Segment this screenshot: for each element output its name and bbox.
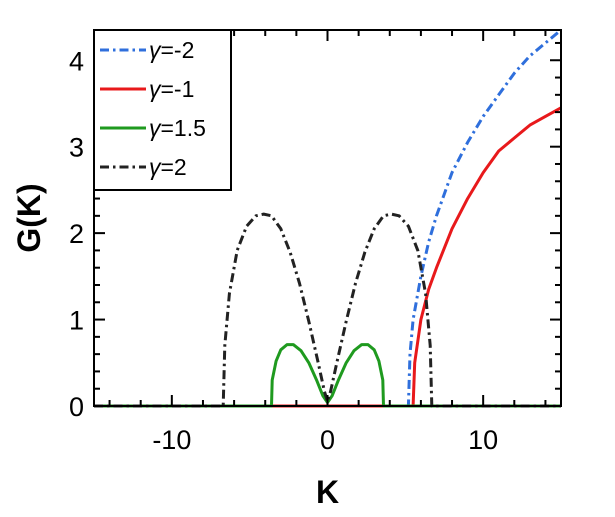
x-tick-label: 0: [320, 425, 335, 455]
series-line-1: [94, 106, 562, 408]
y-tick-label: 2: [69, 219, 84, 249]
legend-gamma-value: =1.5: [161, 115, 206, 141]
x-tick-label: 10: [468, 425, 498, 455]
legend-label-2: γ=1.5: [149, 115, 206, 141]
legend-label-0: γ=-2: [149, 37, 194, 63]
series-line-0: [94, 28, 562, 408]
y-tick-label: 0: [69, 392, 84, 422]
x-tick-label: -10: [152, 425, 191, 455]
y-axis-title: G(K): [11, 183, 47, 252]
legend-gamma-value: =2: [161, 154, 187, 180]
legend-gamma-symbol: γ: [149, 154, 162, 180]
legend-entries: γ=-2γ=-1γ=1.5γ=2: [100, 37, 206, 180]
x-axis-title: K: [316, 474, 339, 510]
legend-gamma-value: =-2: [161, 37, 195, 63]
legend-label-1: γ=-1: [149, 76, 194, 102]
legend-gamma-symbol: γ: [149, 76, 162, 102]
legend-gamma-symbol: γ: [149, 115, 162, 141]
series-line-3: [94, 212, 561, 408]
legend-gamma-value: =-1: [161, 76, 195, 102]
y-tick-label: 4: [69, 46, 84, 76]
legend-box: [93, 29, 232, 191]
legend-label-3: γ=2: [149, 154, 187, 180]
y-tick-label: 3: [69, 133, 84, 163]
y-tick-label: 1: [69, 306, 84, 336]
legend: γ=-2γ=-1γ=1.5γ=2: [93, 29, 232, 191]
legend-gamma-symbol: γ: [149, 37, 162, 63]
